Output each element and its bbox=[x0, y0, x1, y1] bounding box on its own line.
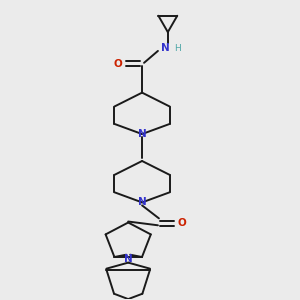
Text: N: N bbox=[124, 254, 133, 264]
Text: N: N bbox=[138, 197, 146, 207]
Text: N: N bbox=[161, 43, 170, 53]
Text: N: N bbox=[138, 129, 146, 139]
Text: O: O bbox=[177, 218, 186, 228]
Text: O: O bbox=[114, 59, 123, 69]
Text: H: H bbox=[174, 44, 181, 53]
